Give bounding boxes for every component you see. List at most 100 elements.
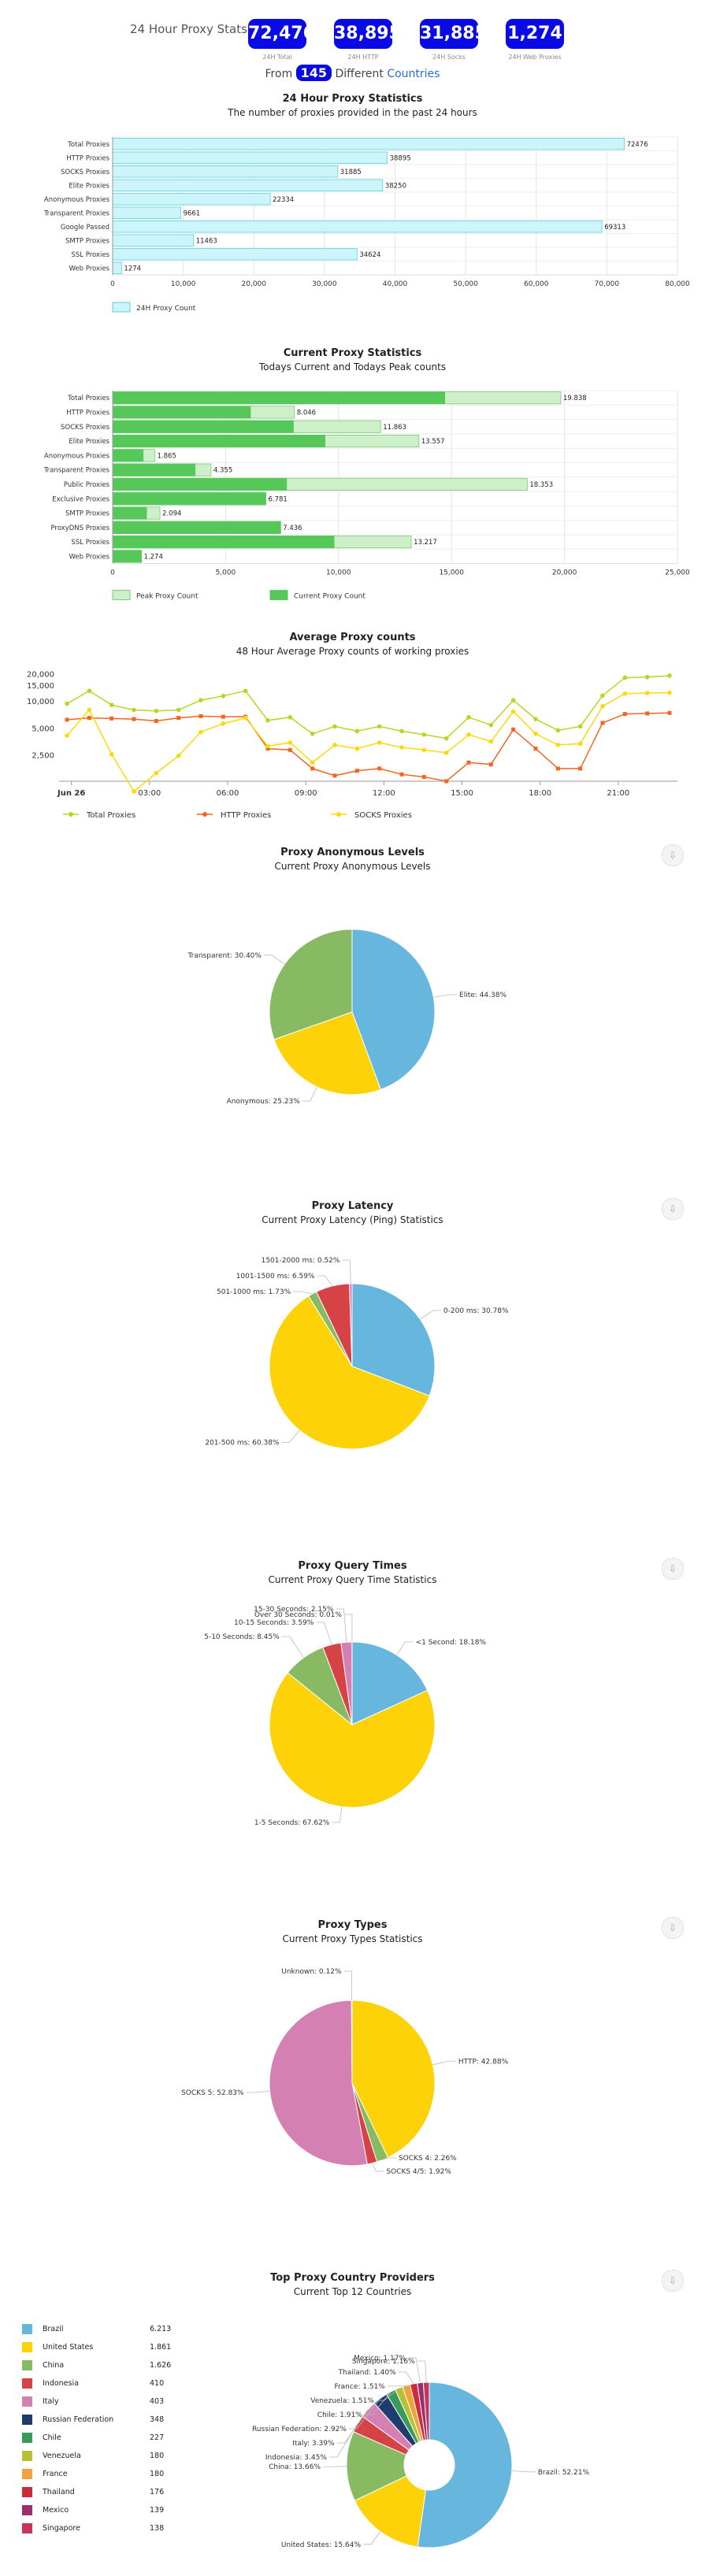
data-point — [488, 739, 494, 744]
data-point — [443, 736, 449, 741]
data-point — [421, 747, 427, 753]
legend-swatch — [22, 2469, 32, 2479]
slice-label: 1-5 Seconds: 67.62% — [254, 1819, 330, 1827]
label-connector — [328, 2423, 358, 2458]
chart4-title: Proxy Anonymous Levels — [280, 847, 425, 858]
label-connector — [246, 2090, 270, 2093]
legend-country-count: 138 — [150, 2524, 165, 2533]
download-icon[interactable]: ⇩ — [662, 2270, 684, 2292]
data-point — [199, 698, 203, 702]
legend-item[interactable]: Italy 403 — [16, 2394, 197, 2410]
pie-slice — [349, 1283, 353, 1367]
data-point — [109, 751, 114, 757]
data-point — [488, 762, 493, 767]
data-point — [533, 717, 538, 721]
slice-label: Anonymous: 25.23% — [227, 1098, 301, 1106]
data-point — [622, 691, 628, 696]
legend-label: SOCKS Proxies — [354, 811, 412, 820]
x-tick-label: 0 — [110, 280, 115, 288]
legend-item[interactable]: United States 1.861 — [16, 2340, 197, 2355]
countries-link[interactable]: Countries — [387, 68, 440, 80]
label-connector — [372, 2163, 384, 2172]
data-label: 9661 — [184, 209, 201, 217]
pie-slice — [269, 2000, 368, 2166]
x-tick-label: 15:00 — [451, 789, 473, 798]
legend-item[interactable]: Indonesia 410 — [16, 2376, 197, 2392]
legend-country-count: 403 — [150, 2397, 165, 2406]
data-point — [622, 675, 628, 680]
data-point — [533, 747, 538, 751]
legend-swatch — [22, 2451, 32, 2461]
data-point — [533, 731, 538, 736]
data-point — [354, 769, 359, 773]
legend-item[interactable]: Venezuela 180 — [16, 2448, 197, 2464]
x-tick-label: 5,000 — [216, 569, 236, 577]
bar — [112, 477, 288, 491]
legend-item[interactable]: Chile 227 — [16, 2430, 197, 2446]
data-point — [65, 717, 69, 722]
slice-label: Italy: 3.39% — [292, 2440, 335, 2448]
label-connector — [382, 2157, 396, 2161]
legend-swatch — [22, 2342, 32, 2352]
slice-label: Indonesia: 3.45% — [265, 2454, 327, 2462]
legend-item[interactable]: Singapore 138 — [16, 2521, 197, 2537]
data-label: 69313 — [604, 224, 625, 232]
data-label: 31885 — [340, 169, 362, 176]
download-icon[interactable]: ⇩ — [662, 1558, 684, 1580]
label-connector — [302, 1086, 317, 1102]
data-point — [377, 740, 382, 745]
data-point — [132, 707, 136, 713]
legend-country-count: 1.861 — [150, 2343, 172, 2352]
data-point — [288, 740, 293, 745]
legend-item[interactable]: Thailand 176 — [16, 2485, 197, 2500]
legend-country-name: Venezuela — [43, 2452, 81, 2460]
slice-label: Unknown: 0.12% — [281, 1968, 342, 1976]
x-tick-label: 20,000 — [242, 280, 267, 288]
category-label: Total Proxies — [67, 141, 109, 149]
legend-label: Current Proxy Count — [294, 593, 365, 601]
legend-item[interactable]: Russian Federation 348 — [16, 2412, 197, 2428]
legend-item[interactable]: Brazil 6.213 — [16, 2322, 197, 2337]
legend-label: Peak Proxy Count — [136, 593, 199, 601]
slice-label: Mexico: 1.17% — [354, 2355, 406, 2363]
download-icon[interactable]: ⇩ — [662, 844, 684, 866]
slice-label: 0-200 ms: 30.78% — [443, 1307, 509, 1315]
y-tick-label: 10,000 — [27, 698, 54, 706]
stat-label-web: 24H Web Proxies — [508, 54, 562, 61]
data-point — [243, 715, 248, 721]
data-label: 38895 — [390, 154, 411, 162]
data-point — [288, 747, 292, 752]
x-tick-label: 40,000 — [383, 280, 408, 288]
category-label: Google Passed — [61, 224, 109, 232]
chart2-title: Current Proxy Statistics — [283, 347, 422, 359]
stat-label-total: 24H Total — [262, 54, 292, 61]
slice-label: Brazil: 52.21% — [538, 2469, 590, 2477]
chart4-subtitle: Current Proxy Anonymous Levels — [274, 861, 431, 872]
chart2-subtitle: Todays Current and Todays Peak counts — [258, 361, 447, 373]
stats-title: 24 Hour Proxy Stats — [130, 22, 247, 36]
label-connector — [281, 1429, 300, 1443]
bar — [112, 165, 339, 178]
data-label: 22334 — [273, 196, 294, 204]
legend-country-name: China — [43, 2361, 65, 2370]
data-label: 11463 — [196, 237, 217, 245]
legend-item[interactable]: Mexico 139 — [16, 2503, 197, 2519]
category-label: Anonymous Proxies — [44, 452, 110, 460]
data-point — [199, 729, 203, 735]
x-tick-label: Jun 26 — [57, 789, 85, 798]
legend-item[interactable]: France 180 — [16, 2467, 197, 2482]
pie-slice — [351, 1283, 436, 1396]
category-label: Anonymous Proxies — [44, 196, 110, 204]
slice-label: Over 30 Seconds: 0.01% — [254, 1611, 343, 1619]
download-icon[interactable]: ⇩ — [662, 1198, 684, 1220]
bar — [112, 406, 251, 419]
data-point — [288, 715, 293, 720]
bar — [112, 261, 122, 274]
legend-item[interactable]: China 1.626 — [16, 2358, 197, 2374]
slice-label: 10-15 Seconds: 3.59% — [234, 1619, 314, 1627]
chart8-donut-chart: Brazil: 52.21% United States: 15.64% China… — [252, 2355, 590, 2549]
data-point — [667, 710, 672, 715]
download-icon[interactable]: ⇩ — [662, 1917, 684, 1939]
legend-country-count: 348 — [150, 2415, 165, 2424]
legend-swatch — [112, 302, 131, 313]
